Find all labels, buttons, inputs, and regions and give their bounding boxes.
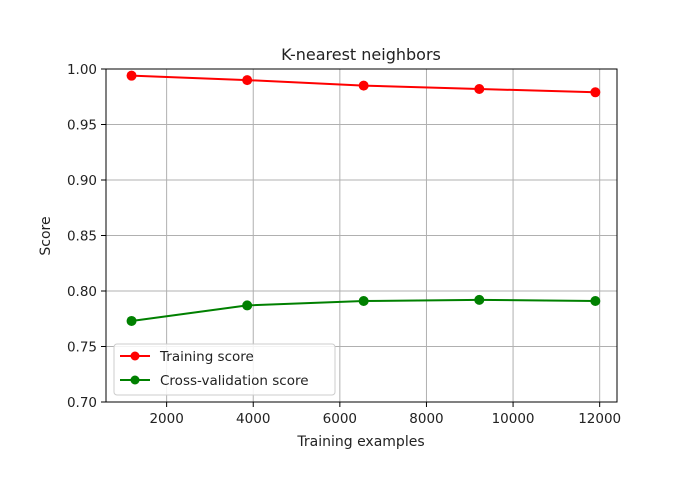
x-tick-label: 4000 [236,411,270,427]
legend-cv-label: Cross-validation score [160,373,309,389]
y-tick-label: 0.75 [67,340,97,356]
training-score-point [358,80,369,91]
x-tick-label: 6000 [323,411,357,427]
y-tick-label: 0.70 [67,395,97,411]
training-score-point [474,83,485,94]
cross-validation-score-point [358,295,369,306]
training-score-point [242,75,253,86]
x-tick-label: 8000 [409,411,443,427]
legend-training-label: Training score [159,349,254,365]
cross-validation-score-point [126,315,137,326]
x-axis-label: Training examples [296,434,424,450]
legend: Training score Cross-validation score [113,343,336,396]
cross-validation-score-point [590,295,601,306]
cross-validation-score-point [474,294,485,305]
training-score-point [126,70,137,81]
y-tick-label: 0.95 [67,118,97,134]
y-tick-label: 0.80 [67,284,97,300]
series-layer [126,70,601,326]
x-tick-label: 2000 [149,411,183,427]
x-tick-label: 10000 [492,411,535,427]
x-tick-label: 12000 [578,411,621,427]
y-tick-label: 0.90 [67,173,97,189]
y-tick-label: 1.00 [67,62,97,78]
y-axis-label: Score [38,216,54,255]
cross-validation-score-point [242,300,253,311]
y-axis-ticks: 0.70 0.75 0.80 0.85 0.90 0.95 1.00 [67,62,106,411]
training-score-point [590,87,601,98]
x-axis-ticks: 2000 4000 6000 8000 10000 12000 [149,402,621,427]
chart-title: K-nearest neighbors [281,45,441,64]
legend-cv-marker [130,375,140,385]
legend-box [113,343,336,396]
legend-training-marker [130,351,140,361]
y-tick-label: 0.85 [67,229,97,245]
